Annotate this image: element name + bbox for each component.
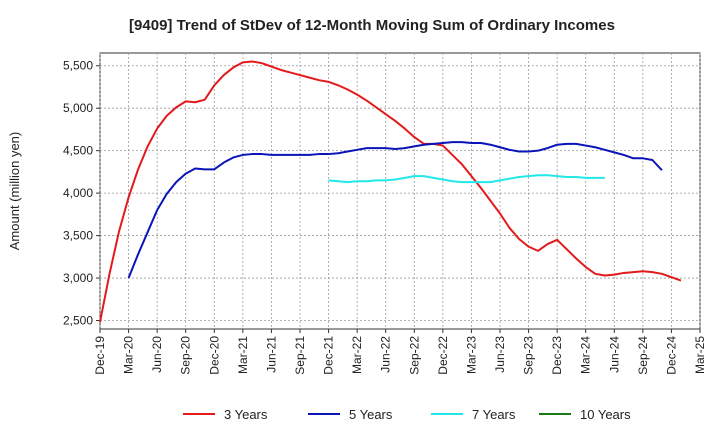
chart-title: [9409] Trend of StDev of 12-Month Moving… — [129, 17, 615, 34]
plot-area — [99, 52, 701, 330]
x-tick-label: Sep-22 — [407, 336, 421, 375]
series-line-3-years — [99, 60, 682, 323]
x-tick-label: Jun-21 — [264, 336, 278, 373]
y-tick-label: 4,500 — [63, 144, 93, 158]
x-tick-label: Mar-22 — [350, 336, 364, 374]
x-tick-label: Sep-23 — [522, 336, 536, 375]
x-axis-ticks: Dec-19 Mar-20 Jun-20 Sep-20 Dec-20 Mar-21 Jun-… — [93, 329, 707, 375]
y-tick-label: 5,000 — [63, 101, 93, 115]
y-tick-label: 5,500 — [63, 59, 93, 73]
x-tick-label: Mar-25 — [693, 336, 707, 374]
x-tick-label: Jun-24 — [607, 336, 621, 373]
x-tick-label: Sep-24 — [636, 336, 650, 375]
y-axis-ticks: 2,500 3,000 3,500 4,000 4,500 5,000 5,500 — [63, 59, 100, 328]
x-tick-label: Jun-23 — [493, 336, 507, 373]
x-tick-label: Dec-23 — [550, 336, 564, 375]
y-axis-label: Amount (million yen) — [7, 132, 22, 251]
series-line-7-years — [328, 174, 605, 184]
y-tick-label: 2,500 — [63, 314, 93, 328]
x-tick-label: Dec-21 — [322, 336, 336, 375]
x-tick-label: Sep-21 — [293, 336, 307, 375]
legend-label: 5 Years — [349, 407, 393, 422]
x-tick-label: Mar-20 — [122, 336, 136, 374]
x-tick-label: Dec-24 — [664, 336, 678, 375]
series-lines — [99, 60, 682, 323]
x-tick-label: Jun-22 — [379, 336, 393, 373]
x-tick-label: Jun-20 — [150, 336, 164, 373]
x-tick-label: Dec-19 — [93, 336, 107, 375]
y-tick-label: 3,500 — [63, 229, 93, 243]
x-tick-label: Mar-21 — [236, 336, 250, 374]
x-tick-label: Dec-20 — [207, 336, 221, 375]
legend-label: 10 Years — [580, 407, 631, 422]
series-line-5-years — [127, 141, 663, 279]
y-tick-label: 4,000 — [63, 186, 93, 200]
y-tick-label: 3,000 — [63, 271, 93, 285]
x-tick-label: Mar-24 — [579, 336, 593, 374]
legend-label: 3 Years — [224, 407, 268, 422]
legend-label: 7 Years — [472, 407, 516, 422]
x-tick-label: Dec-22 — [436, 336, 450, 375]
x-tick-label: Mar-23 — [464, 336, 478, 374]
x-tick-label: Sep-20 — [179, 336, 193, 375]
legend: 3 Years 5 Years 7 Years 10 Years — [183, 407, 631, 422]
grid-lines — [99, 53, 701, 329]
